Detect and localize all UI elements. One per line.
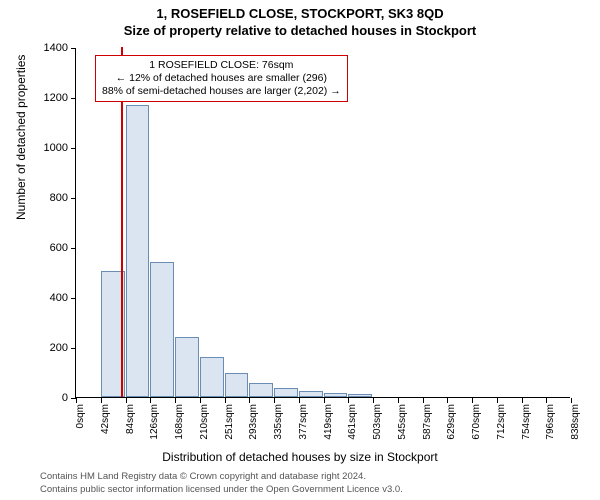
x-tick-mark (497, 398, 498, 403)
y-tick-label: 200 (40, 342, 68, 354)
y-tick-mark (71, 248, 76, 249)
x-tick-mark (472, 398, 473, 403)
x-tick-mark (324, 398, 325, 403)
x-tick-mark (447, 398, 448, 403)
x-tick-mark (299, 398, 300, 403)
x-tick-mark (522, 398, 523, 403)
x-tick-mark (76, 398, 77, 403)
y-axis-label: Number of detached properties (14, 55, 28, 220)
x-tick-label: 210sqm (199, 404, 210, 440)
x-tick-label: 754sqm (521, 404, 532, 440)
footer: Contains HM Land Registry data © Crown c… (40, 471, 403, 496)
x-tick-label: 545sqm (397, 404, 408, 440)
x-tick-label: 461sqm (347, 404, 358, 440)
x-tick-label: 629sqm (446, 404, 457, 440)
histogram-bar (175, 337, 199, 397)
x-tick-label: 796sqm (545, 404, 556, 440)
x-tick-label: 42sqm (100, 404, 111, 434)
histogram-bar (274, 388, 298, 397)
x-tick-label: 838sqm (570, 404, 581, 440)
x-tick-label: 670sqm (471, 404, 482, 440)
x-tick-mark (423, 398, 424, 403)
x-tick-label: 503sqm (372, 404, 383, 440)
histogram-bar (150, 262, 174, 397)
footer-line-2: Contains public sector information licen… (40, 484, 403, 496)
x-tick-mark (348, 398, 349, 403)
x-tick-label: 0sqm (75, 404, 86, 428)
x-tick-label: 419sqm (323, 404, 334, 440)
y-tick-mark (71, 348, 76, 349)
y-tick-mark (71, 48, 76, 49)
x-tick-label: 587sqm (422, 404, 433, 440)
y-tick-label: 600 (40, 242, 68, 254)
y-tick-label: 0 (40, 392, 68, 404)
histogram-bar (249, 383, 273, 397)
x-tick-mark (546, 398, 547, 403)
page-title-2: Size of property relative to detached ho… (0, 21, 600, 38)
histogram-bar (348, 394, 372, 397)
y-tick-label: 800 (40, 192, 68, 204)
x-tick-label: 168sqm (174, 404, 185, 440)
x-axis-label: Distribution of detached houses by size … (0, 450, 600, 464)
x-tick-mark (101, 398, 102, 403)
x-tick-mark (200, 398, 201, 403)
histogram-bar (324, 393, 348, 397)
x-tick-mark (175, 398, 176, 403)
histogram-bar (126, 105, 150, 398)
x-tick-mark (274, 398, 275, 403)
x-tick-mark (126, 398, 127, 403)
x-tick-label: 377sqm (298, 404, 309, 440)
annotation-line-2: ← 12% of detached houses are smaller (29… (102, 72, 341, 85)
x-tick-label: 84sqm (125, 404, 136, 434)
x-tick-label: 126sqm (149, 404, 160, 440)
y-tick-mark (71, 298, 76, 299)
page-title-1: 1, ROSEFIELD CLOSE, STOCKPORT, SK3 8QD (0, 0, 600, 21)
x-tick-label: 712sqm (496, 404, 507, 440)
x-tick-mark (225, 398, 226, 403)
x-tick-mark (150, 398, 151, 403)
annotation-line-1: 1 ROSEFIELD CLOSE: 76sqm (102, 59, 341, 72)
y-tick-label: 400 (40, 292, 68, 304)
y-tick-label: 1000 (40, 142, 68, 154)
histogram-bar (200, 357, 224, 397)
x-tick-label: 335sqm (273, 404, 284, 440)
y-tick-mark (71, 198, 76, 199)
x-tick-mark (373, 398, 374, 403)
y-tick-mark (71, 148, 76, 149)
x-tick-mark (571, 398, 572, 403)
annotation-line-3: 88% of semi-detached houses are larger (… (102, 85, 341, 98)
x-tick-mark (398, 398, 399, 403)
histogram-bar (299, 391, 323, 397)
y-tick-label: 1400 (40, 42, 68, 54)
x-tick-mark (249, 398, 250, 403)
histogram-bar (225, 373, 249, 397)
x-tick-label: 251sqm (224, 404, 235, 440)
y-tick-label: 1200 (40, 92, 68, 104)
annotation-box: 1 ROSEFIELD CLOSE: 76sqm ← 12% of detach… (95, 55, 348, 102)
footer-line-1: Contains HM Land Registry data © Crown c… (40, 471, 403, 483)
y-tick-mark (71, 98, 76, 99)
x-tick-label: 293sqm (248, 404, 259, 440)
